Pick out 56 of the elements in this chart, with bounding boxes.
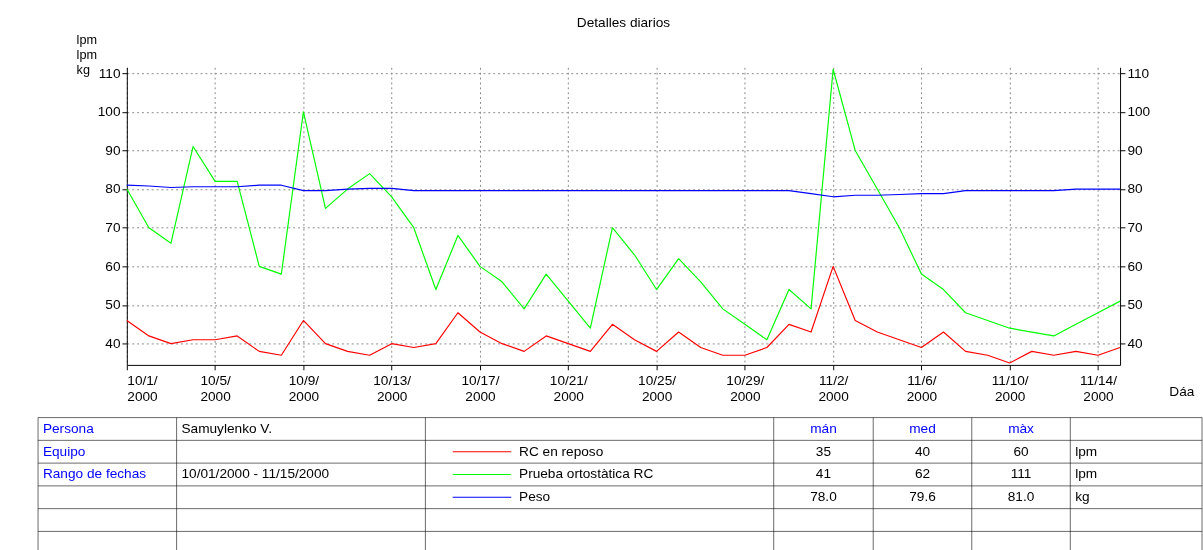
text: 10/01/2000 - 11/15/2000 <box>181 466 330 482</box>
text: Samuylenko V. <box>181 420 272 436</box>
y2-tick-label: 50 <box>1127 297 1143 313</box>
y2-tick-label: 90 <box>1127 142 1143 158</box>
x-tick-label: 11/2/2000 <box>818 372 850 404</box>
chart-title: Detalles diarios <box>576 15 671 31</box>
text: kg <box>1075 489 1090 505</box>
y2-tick-label: 110 <box>1127 65 1150 81</box>
y2-tick-label: 60 <box>1127 258 1143 274</box>
line-series <box>126 184 1121 198</box>
text: Rango de fechas <box>42 466 147 482</box>
y-axis-title: lpm lpm kg <box>76 33 98 77</box>
y-tick-label: 100 <box>97 104 121 120</box>
text: 41 <box>815 466 832 482</box>
x-tick-label: 10/21/2000 <box>549 372 588 404</box>
y2-tick-label: 100 <box>1127 104 1151 120</box>
y-tick-label: 110 <box>98 65 121 81</box>
x-tick-label: 10/25/2000 <box>638 372 677 404</box>
x-tick-label: 10/29/2000 <box>726 372 765 404</box>
x-tick-label: 10/5/2000 <box>200 372 232 404</box>
text: 79.6 <box>909 489 936 505</box>
x-axis-title: Dáa <box>1169 383 1195 399</box>
y-tick-label: 40 <box>105 336 121 352</box>
text: lpm <box>1075 466 1098 482</box>
y-tick-label: 70 <box>105 220 121 236</box>
x-tick-label: 11/14/2000 <box>1080 372 1118 404</box>
y2-tick-label: 70 <box>1127 220 1143 236</box>
text: mán <box>810 420 837 436</box>
x-tick-label: 11/6/2000 <box>906 372 938 404</box>
y-tick-label: 60 <box>105 258 121 274</box>
x-tick-label: 10/9/2000 <box>288 372 320 404</box>
x-tick-label: 11/10/2000 <box>991 372 1029 404</box>
text: 60 <box>1013 443 1030 459</box>
x-tick-label: 10/17/2000 <box>461 372 500 404</box>
text: med <box>909 420 936 436</box>
y-tick-label: 80 <box>105 181 121 197</box>
line-series <box>126 68 1121 341</box>
text: 35 <box>815 443 832 459</box>
text: 40 <box>914 443 931 459</box>
x-tick-label: 10/13/2000 <box>373 372 412 404</box>
text: 111 <box>1010 466 1032 482</box>
y-tick-label: 50 <box>105 297 121 313</box>
text: 81.0 <box>1007 489 1035 505</box>
text: 62 <box>914 466 931 482</box>
y-tick-label: 90 <box>105 142 121 158</box>
text: Persona <box>42 420 95 436</box>
y2-tick-label: 40 <box>1127 336 1143 352</box>
y2-tick-label: 80 <box>1127 181 1143 197</box>
text: 78.0 <box>810 489 838 505</box>
text: màx <box>1008 420 1035 436</box>
legend-label: RC en reposo <box>519 443 604 459</box>
legend-label: Peso <box>519 489 551 505</box>
text: Equipo <box>42 443 86 459</box>
x-tick-label: 10/1/2000 <box>127 372 159 404</box>
legend-label: Prueba ortostàtica RC <box>519 466 654 482</box>
text: lpm <box>1075 443 1098 459</box>
